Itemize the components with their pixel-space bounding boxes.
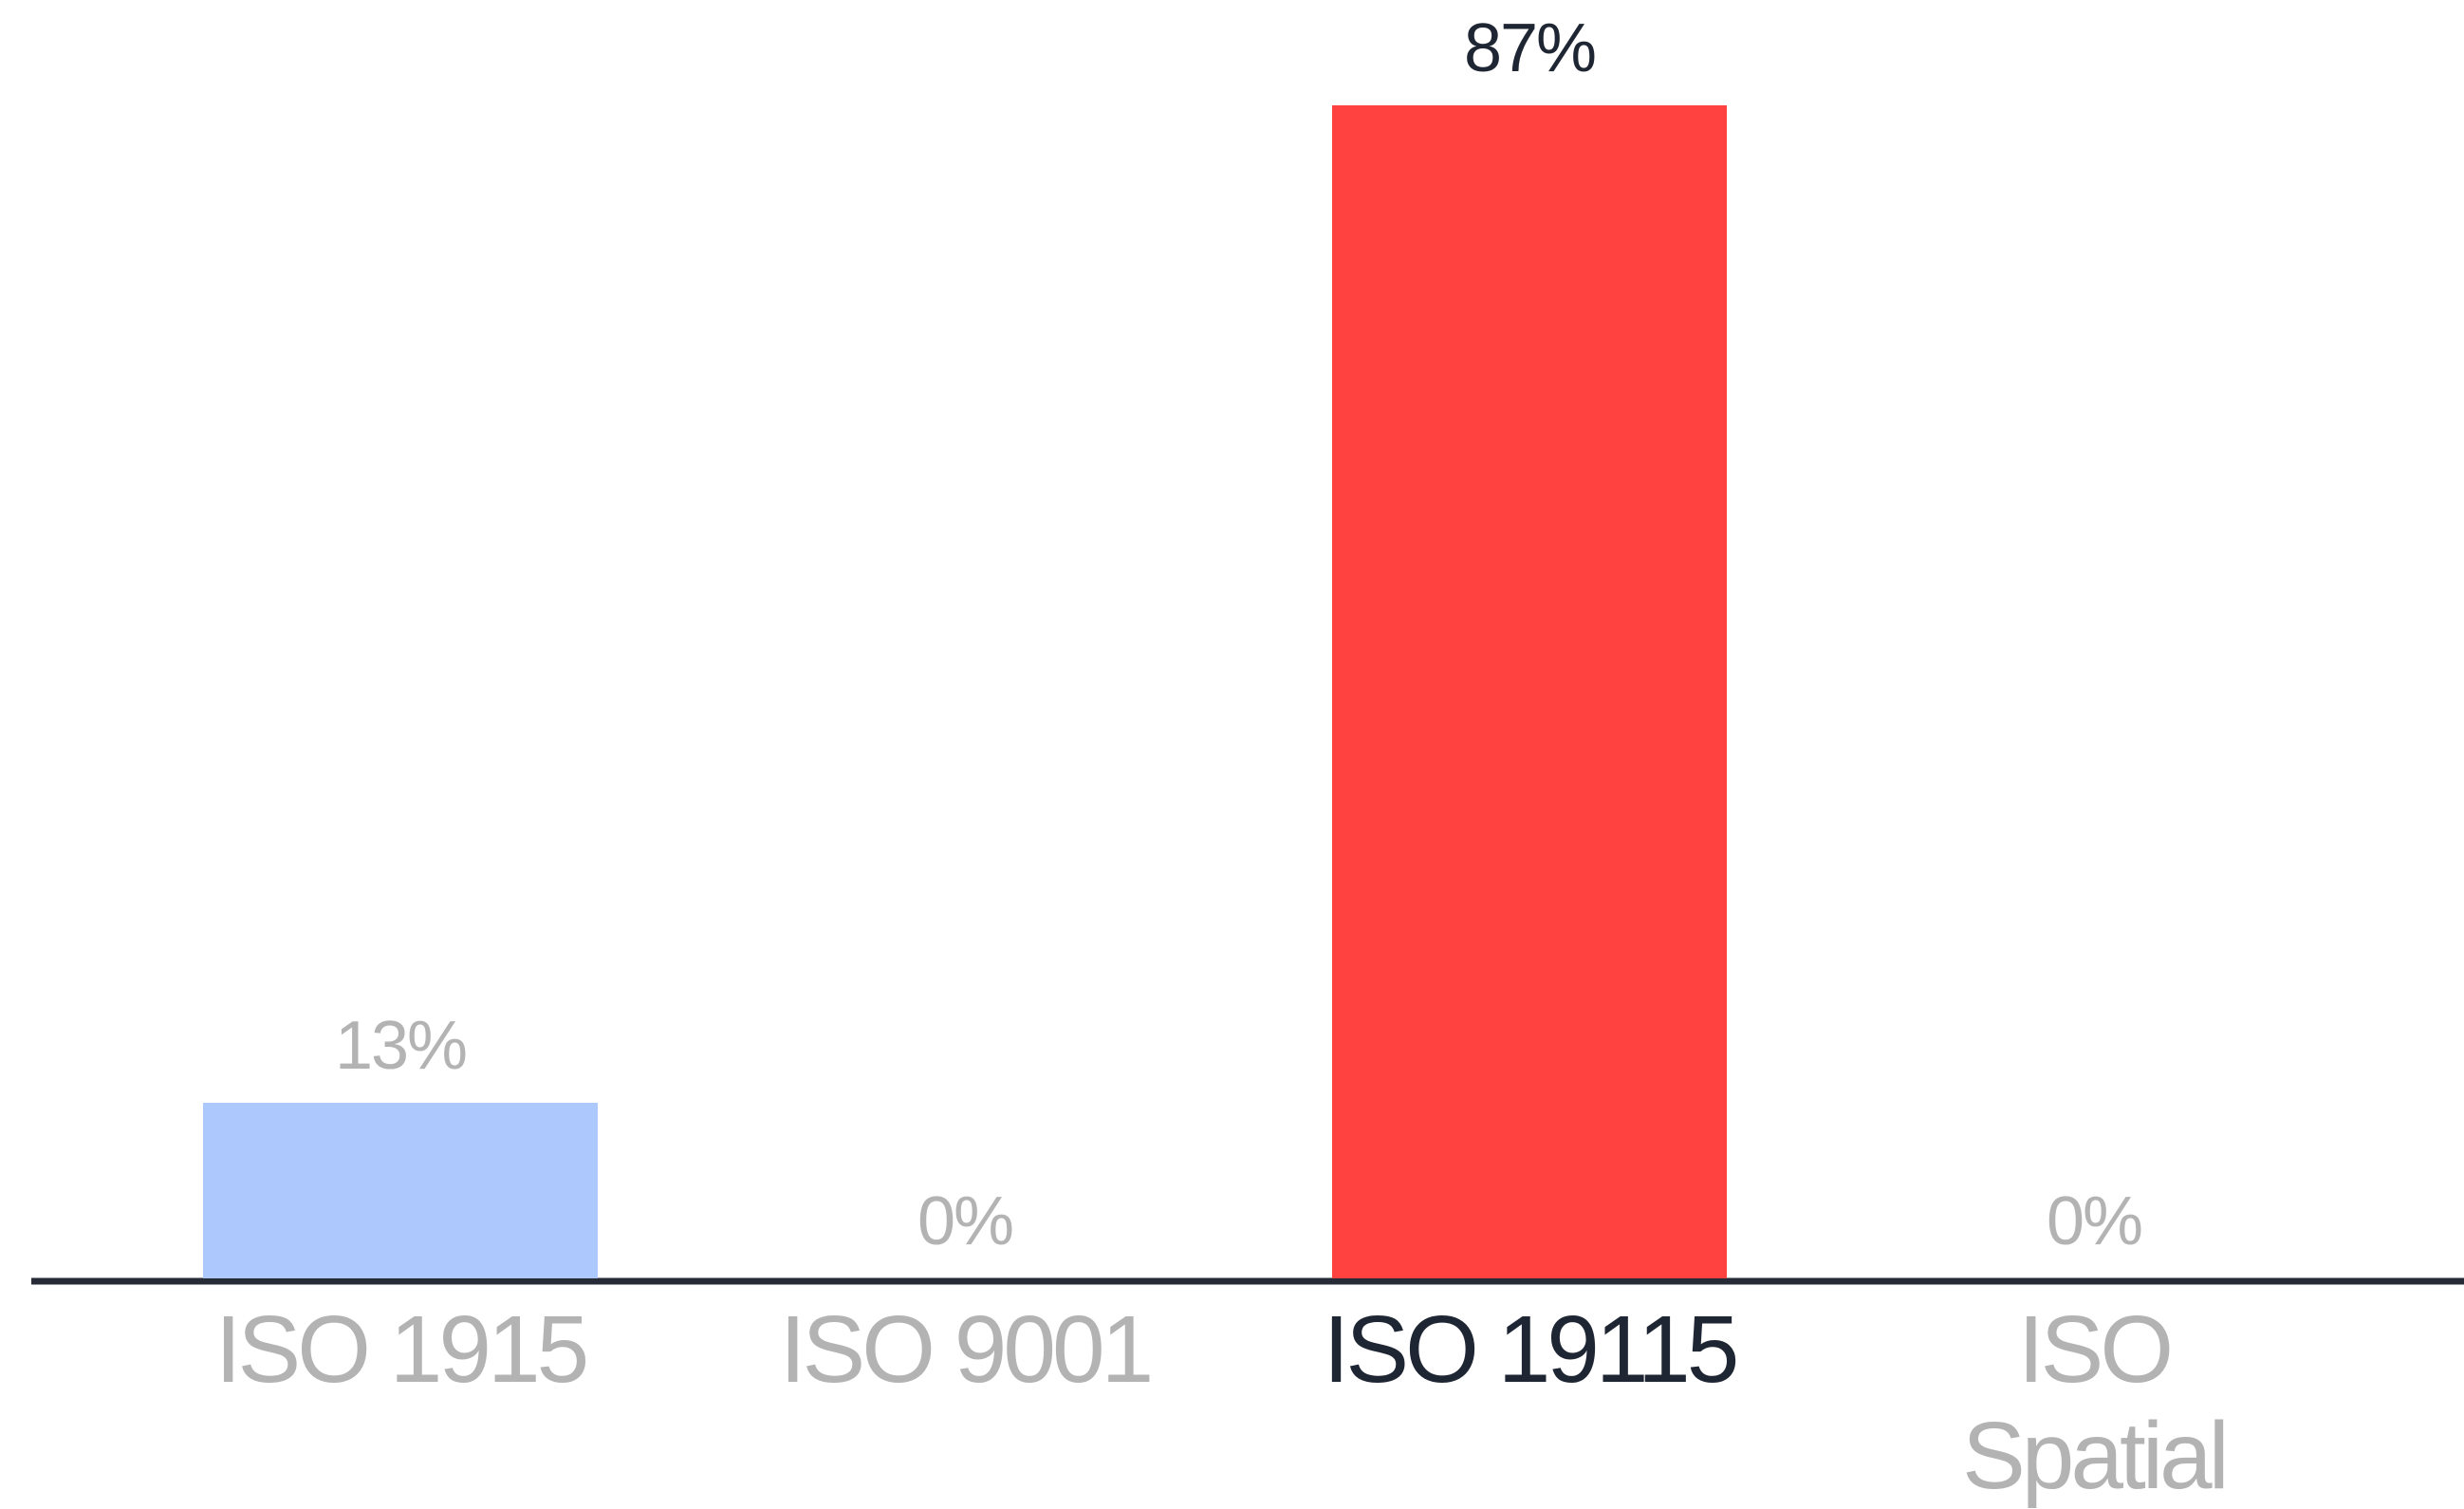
value-label: 0%: [2046, 1183, 2143, 1259]
x-tick-label: ISO Spatial: [1962, 1296, 2230, 1509]
bar: [1332, 105, 1727, 1278]
bar: [203, 1103, 598, 1278]
value-label: 13%: [334, 1008, 468, 1085]
x-tick-label: ISO 1915: [214, 1296, 590, 1403]
x-tick-label: ISO 9001: [779, 1296, 1155, 1403]
value-label: 0%: [917, 1183, 1014, 1259]
value-label: 87%: [1463, 10, 1597, 86]
x-tick-label: ISO 19115: [1323, 1296, 1740, 1403]
